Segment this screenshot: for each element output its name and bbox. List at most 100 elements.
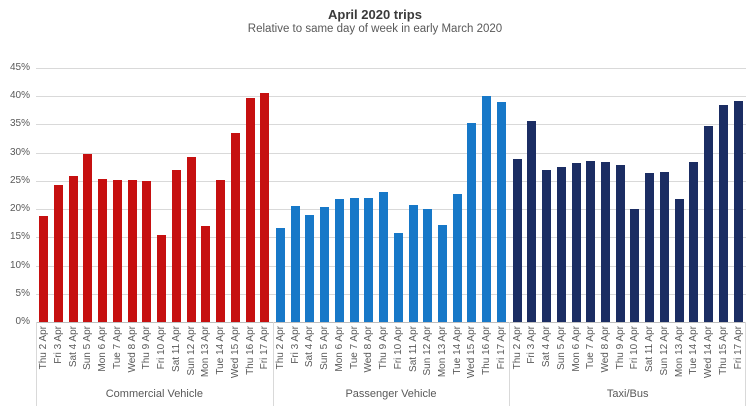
bar-cell: [510, 68, 524, 322]
x-tick-label: Thu 15 Apr: [717, 326, 729, 375]
x-tick-label: Sun 12 Apr: [185, 326, 197, 376]
x-tick-label: Wed 15 Apr: [229, 326, 241, 379]
x-tick-label: Wed 15 Apr: [466, 326, 478, 379]
x-label-cell: Fri 17 Apr: [731, 322, 745, 369]
x-label-cell: Mon 6 Apr: [96, 322, 110, 372]
bar-cell: [66, 68, 80, 322]
series-group: Thu 2 Apr Fri 3 Apr Sat 4 Apr Sun 5 Apr Mon …: [273, 68, 510, 402]
bar: [275, 228, 285, 322]
bar-cell: [687, 68, 701, 322]
bar: [542, 169, 552, 322]
x-label-cell: Fri 17 Apr: [494, 322, 508, 369]
bar: [496, 101, 506, 322]
bar-cell: [391, 68, 405, 322]
bar-cell: [37, 68, 51, 322]
bar-cell: [362, 68, 376, 322]
series-group: Thu 2 Apr Fri 3 Apr Sat 4 Apr Sun 5 Apr Mon …: [509, 68, 746, 402]
bar-cell: [702, 68, 716, 322]
bar: [437, 225, 447, 322]
y-tick-label: 40%: [9, 90, 30, 102]
bar: [512, 158, 522, 322]
x-tick-label: Fri 10 Apr: [629, 326, 641, 370]
x-label-cell: Sun 12 Apr: [421, 322, 435, 375]
x-label-cell: Thu 9 Apr: [613, 322, 627, 369]
y-tick-label: 30%: [9, 146, 30, 158]
bar-cell: [110, 68, 124, 322]
x-label-cell: Thu 16 Apr: [480, 322, 494, 375]
bar-cell: [273, 68, 287, 322]
bar-cell: [657, 68, 671, 322]
x-label-cell: Mon 13 Apr: [199, 322, 213, 377]
group-label: Commercial Vehicle: [105, 388, 203, 400]
x-tick-label: Fri 17 Apr: [495, 326, 507, 370]
bar: [83, 153, 93, 322]
x-tick-label: Wed 8 Apr: [126, 326, 138, 373]
plot-area: [36, 68, 746, 323]
bar-cell: [494, 68, 508, 322]
gridline: [36, 152, 746, 154]
x-label-cell: Mon 13 Apr: [672, 322, 686, 377]
bar: [482, 96, 492, 322]
bars-row: [36, 68, 273, 322]
x-label-cell: Fri 10 Apr: [391, 322, 405, 369]
bar-cell: [435, 68, 449, 322]
x-label-cell: Wed 8 Apr: [125, 322, 139, 373]
bar: [230, 132, 240, 322]
bar: [349, 197, 359, 322]
x-label-cell: Sun 5 Apr: [81, 322, 95, 370]
bar-cell: [554, 68, 568, 322]
gridline: [36, 124, 746, 126]
y-tick-label: 0%: [15, 316, 30, 327]
bar: [379, 192, 389, 322]
bar-cell: [421, 68, 435, 322]
bar: [630, 208, 640, 322]
x-tick-label: Tue 7 Apr: [585, 326, 597, 369]
bar-cell: [96, 68, 110, 322]
x-label-cell: Fri 10 Apr: [628, 322, 642, 369]
bar-cell: [51, 68, 65, 322]
x-label-cell: Wed 14 Apr: [702, 322, 716, 378]
x-label-cell: Fri 3 Apr: [525, 322, 539, 364]
x-label-cell: Fri 3 Apr: [51, 322, 65, 364]
x-label-cell: Wed 8 Apr: [362, 322, 376, 373]
bar: [112, 179, 122, 322]
bar: [320, 206, 330, 322]
x-label-cell: Thu 15 Apr: [716, 322, 730, 375]
bar-cell: [731, 68, 745, 322]
x-axis-line: [36, 322, 746, 323]
bar: [305, 215, 315, 322]
bar: [689, 161, 699, 322]
x-labels-row: Thu 2 Apr Fri 3 Apr Sat 4 Apr Sun 5 Apr Mon …: [509, 322, 746, 388]
gridline: [36, 68, 746, 69]
bar: [364, 197, 374, 322]
x-label-cell: Thu 9 Apr: [377, 322, 391, 369]
x-label-cell: Tue 7 Apr: [584, 322, 598, 369]
x-label-cell: Thu 16 Apr: [243, 322, 257, 375]
x-labels-row: Thu 2 Apr Fri 3 Apr Sat 4 Apr Sun 5 Apr Mon …: [273, 322, 510, 388]
y-tick-label: 20%: [9, 203, 30, 215]
bar: [142, 181, 152, 322]
bar: [186, 157, 196, 322]
bar-cell: [525, 68, 539, 322]
x-tick-label: Mon 6 Apr: [97, 326, 109, 372]
bar: [127, 179, 137, 322]
bar: [216, 179, 226, 322]
bar: [645, 173, 655, 322]
bar-cell: [184, 68, 198, 322]
x-tick-label: Fri 17 Apr: [732, 326, 744, 370]
x-label-cell: Wed 15 Apr: [465, 322, 479, 378]
bar-cell: [584, 68, 598, 322]
x-tick-label: Fri 3 Apr: [289, 326, 301, 364]
x-tick-label: Tue 14 Apr: [215, 326, 227, 375]
bar-cell: [672, 68, 686, 322]
x-tick-label: Fri 10 Apr: [392, 326, 404, 370]
x-tick-label: Sat 11 Apr: [644, 326, 656, 372]
bar-cell: [598, 68, 612, 322]
x-tick-label: Wed 14 Apr: [703, 326, 715, 379]
bar: [452, 194, 462, 322]
gridline: [36, 237, 746, 239]
y-tick-label: 10%: [9, 259, 30, 271]
y-tick-label: 5%: [15, 287, 30, 299]
x-label-cell: Sat 11 Apr: [406, 322, 420, 372]
bar: [201, 226, 211, 322]
